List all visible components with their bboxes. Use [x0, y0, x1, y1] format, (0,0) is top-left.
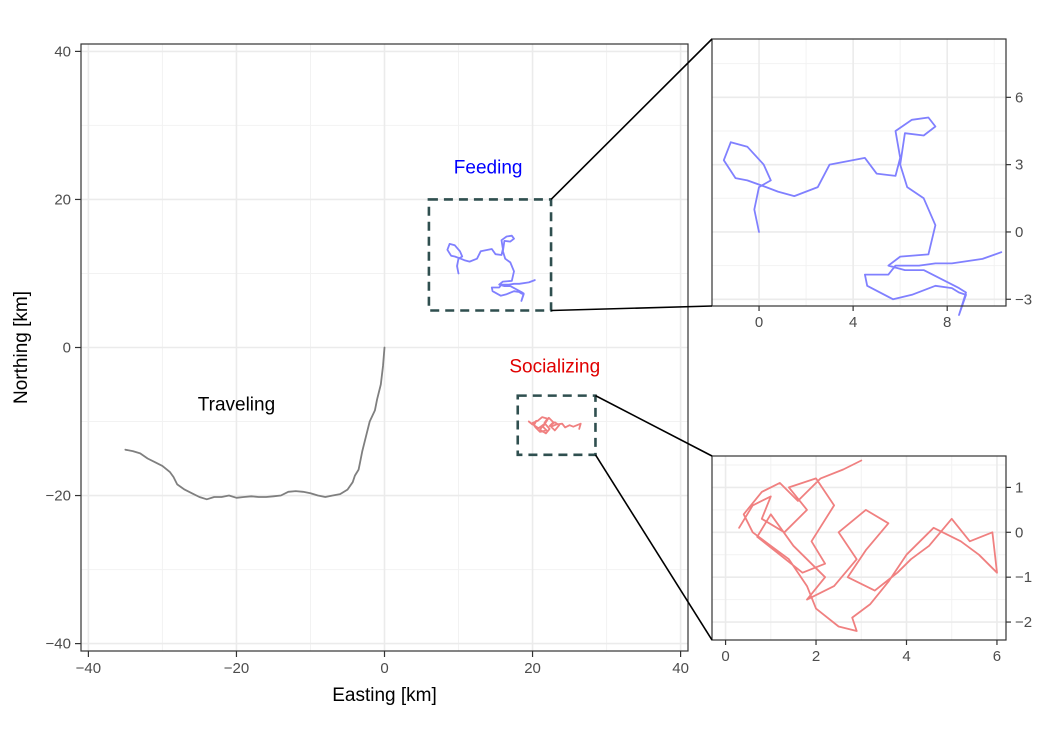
connector-line-feeding-bottom — [551, 305, 713, 312]
main-y-tick-label: −40 — [46, 636, 71, 653]
inset-socializing-x-tick-label: 0 — [721, 648, 729, 665]
main-x-tick-label: 20 — [524, 660, 541, 677]
inset-socializing-series-line-0 — [738, 459, 998, 632]
main-series-line-2 — [527, 416, 582, 435]
connector-line-feeding-top — [550, 38, 713, 201]
inset-feeding-y-tick-label: −3 — [1015, 291, 1032, 308]
annotation-socializing: Socializing — [509, 357, 600, 378]
inset-feeding-x-tick-label: 4 — [849, 314, 857, 331]
annotation-traveling: Traveling — [198, 394, 275, 415]
main-y-tick-label: 0 — [63, 340, 71, 357]
inset-feeding-x-tick-label: 8 — [943, 314, 951, 331]
zoom-box-1 — [516, 394, 597, 457]
connector-line-socializing-bottom — [594, 454, 713, 641]
inset-feeding-x-tick-label: 0 — [755, 314, 763, 331]
annotation-feeding: Feeding — [454, 158, 523, 179]
main-x-tick-label: 0 — [380, 660, 388, 677]
inset-socializing-x-tick-label: 4 — [902, 648, 910, 665]
inset-feeding-series-line-0 — [722, 116, 1003, 316]
main-x-axis-label: Easting [km] — [332, 685, 437, 706]
inset-socializing-y-tick-label: −2 — [1015, 614, 1032, 631]
main-series-line-1 — [446, 234, 536, 302]
inset-socializing-panel-border — [711, 455, 1007, 641]
inset-socializing-x-tick-label: 2 — [812, 648, 820, 665]
inset-feeding-panel: 0 4 8 −3 0 3 6 — [711, 38, 1032, 331]
main-y-tick-label: 40 — [54, 43, 71, 60]
main-y-axis-label: Northing [km] — [11, 291, 32, 404]
connector-line-socializing-top — [595, 394, 713, 457]
inset-feeding-y-tick-label: 3 — [1015, 157, 1023, 174]
zoom-box-0 — [427, 198, 553, 312]
main-x-tick-label: −40 — [76, 660, 101, 677]
main-y-tick-label: 20 — [54, 191, 71, 208]
inset-feeding-y-tick-label: 0 — [1015, 224, 1023, 241]
inset-feeding-y-tick-label: 6 — [1015, 89, 1023, 106]
main-series-line-0 — [124, 346, 386, 501]
inset-feeding-panel-border — [711, 38, 1007, 307]
main-x-tick-label: −20 — [224, 660, 249, 677]
inset-feeding-plot-area — [712, 39, 1006, 306]
inset-socializing-x-tick-label: 6 — [993, 648, 1001, 665]
inset-socializing-y-tick-label: 1 — [1015, 479, 1023, 496]
main-y-tick-label: −20 — [46, 488, 71, 505]
inset-socializing-panel: 0 2 4 6 −2 −1 0 1 — [711, 455, 1032, 665]
inset-socializing-y-tick-label: −1 — [1015, 569, 1032, 586]
main-x-tick-label: 40 — [672, 660, 689, 677]
main-panel: −40 −20 0 20 40 −40 −20 0 20 40 Easting [km] Northi… — [11, 43, 689, 706]
inset-socializing-y-tick-label: 0 — [1015, 524, 1023, 541]
